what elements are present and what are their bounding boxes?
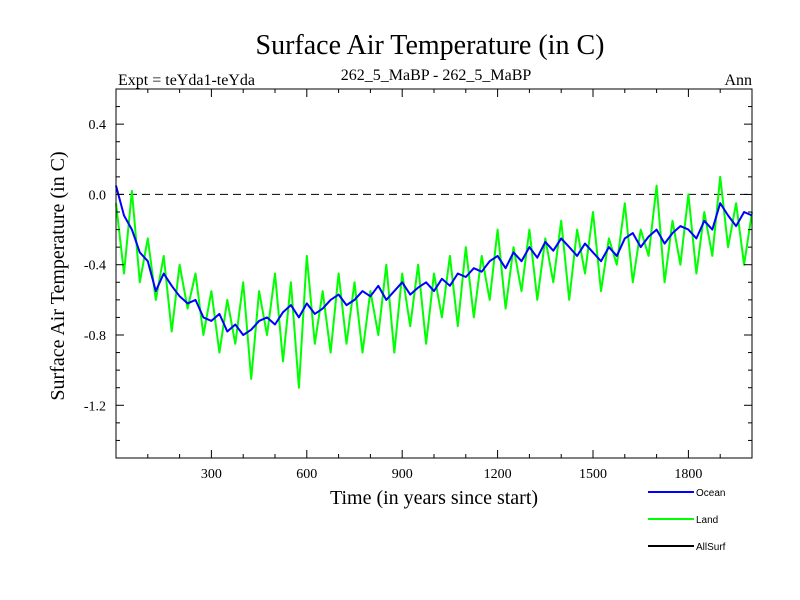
y-tick-label-1: 0.0	[89, 188, 107, 203]
chart-subtitle-right: Ann	[724, 72, 752, 89]
legend-label-allsurf: AllSurf	[696, 542, 726, 553]
chart-subtitle-left: Expt = teYda1-teYda	[118, 72, 255, 89]
x-tick-label-1500: 1500	[579, 467, 607, 482]
y-tick-label-3: -0.8	[84, 329, 106, 344]
chart-subtitle-center: 262_5_MaBP - 262_5_MaBP	[341, 67, 532, 84]
series-line-land	[115, 175, 753, 389]
x-tick-label-1200: 1200	[484, 467, 512, 482]
x-axis-label: Time (in years since start)	[330, 487, 538, 509]
y-tick-label-0: 0.4	[89, 118, 107, 133]
legend: Ocean Land AllSurf	[648, 488, 726, 553]
legend-label-ocean: Ocean	[696, 488, 725, 499]
chart-title: Surface Air Temperature (in C)	[256, 30, 605, 61]
y-tick-label-4: -1.2	[84, 399, 106, 414]
x-tick-label-900: 900	[392, 467, 413, 482]
x-tick-label-300: 300	[201, 467, 222, 482]
x-tick-label-1800: 1800	[674, 467, 702, 482]
series-line-ocean	[115, 185, 753, 336]
x-tick-label-600: 600	[296, 467, 317, 482]
y-axis-label: Surface Air Temperature (in C)	[47, 151, 69, 400]
y-tick-label-2: -0.4	[84, 259, 106, 274]
plot-area: 300 600 900 1200 1500 1800 0.4 0.0 -0.4 -0.8 -1.2	[84, 88, 753, 482]
legend-label-land: Land	[696, 515, 718, 526]
